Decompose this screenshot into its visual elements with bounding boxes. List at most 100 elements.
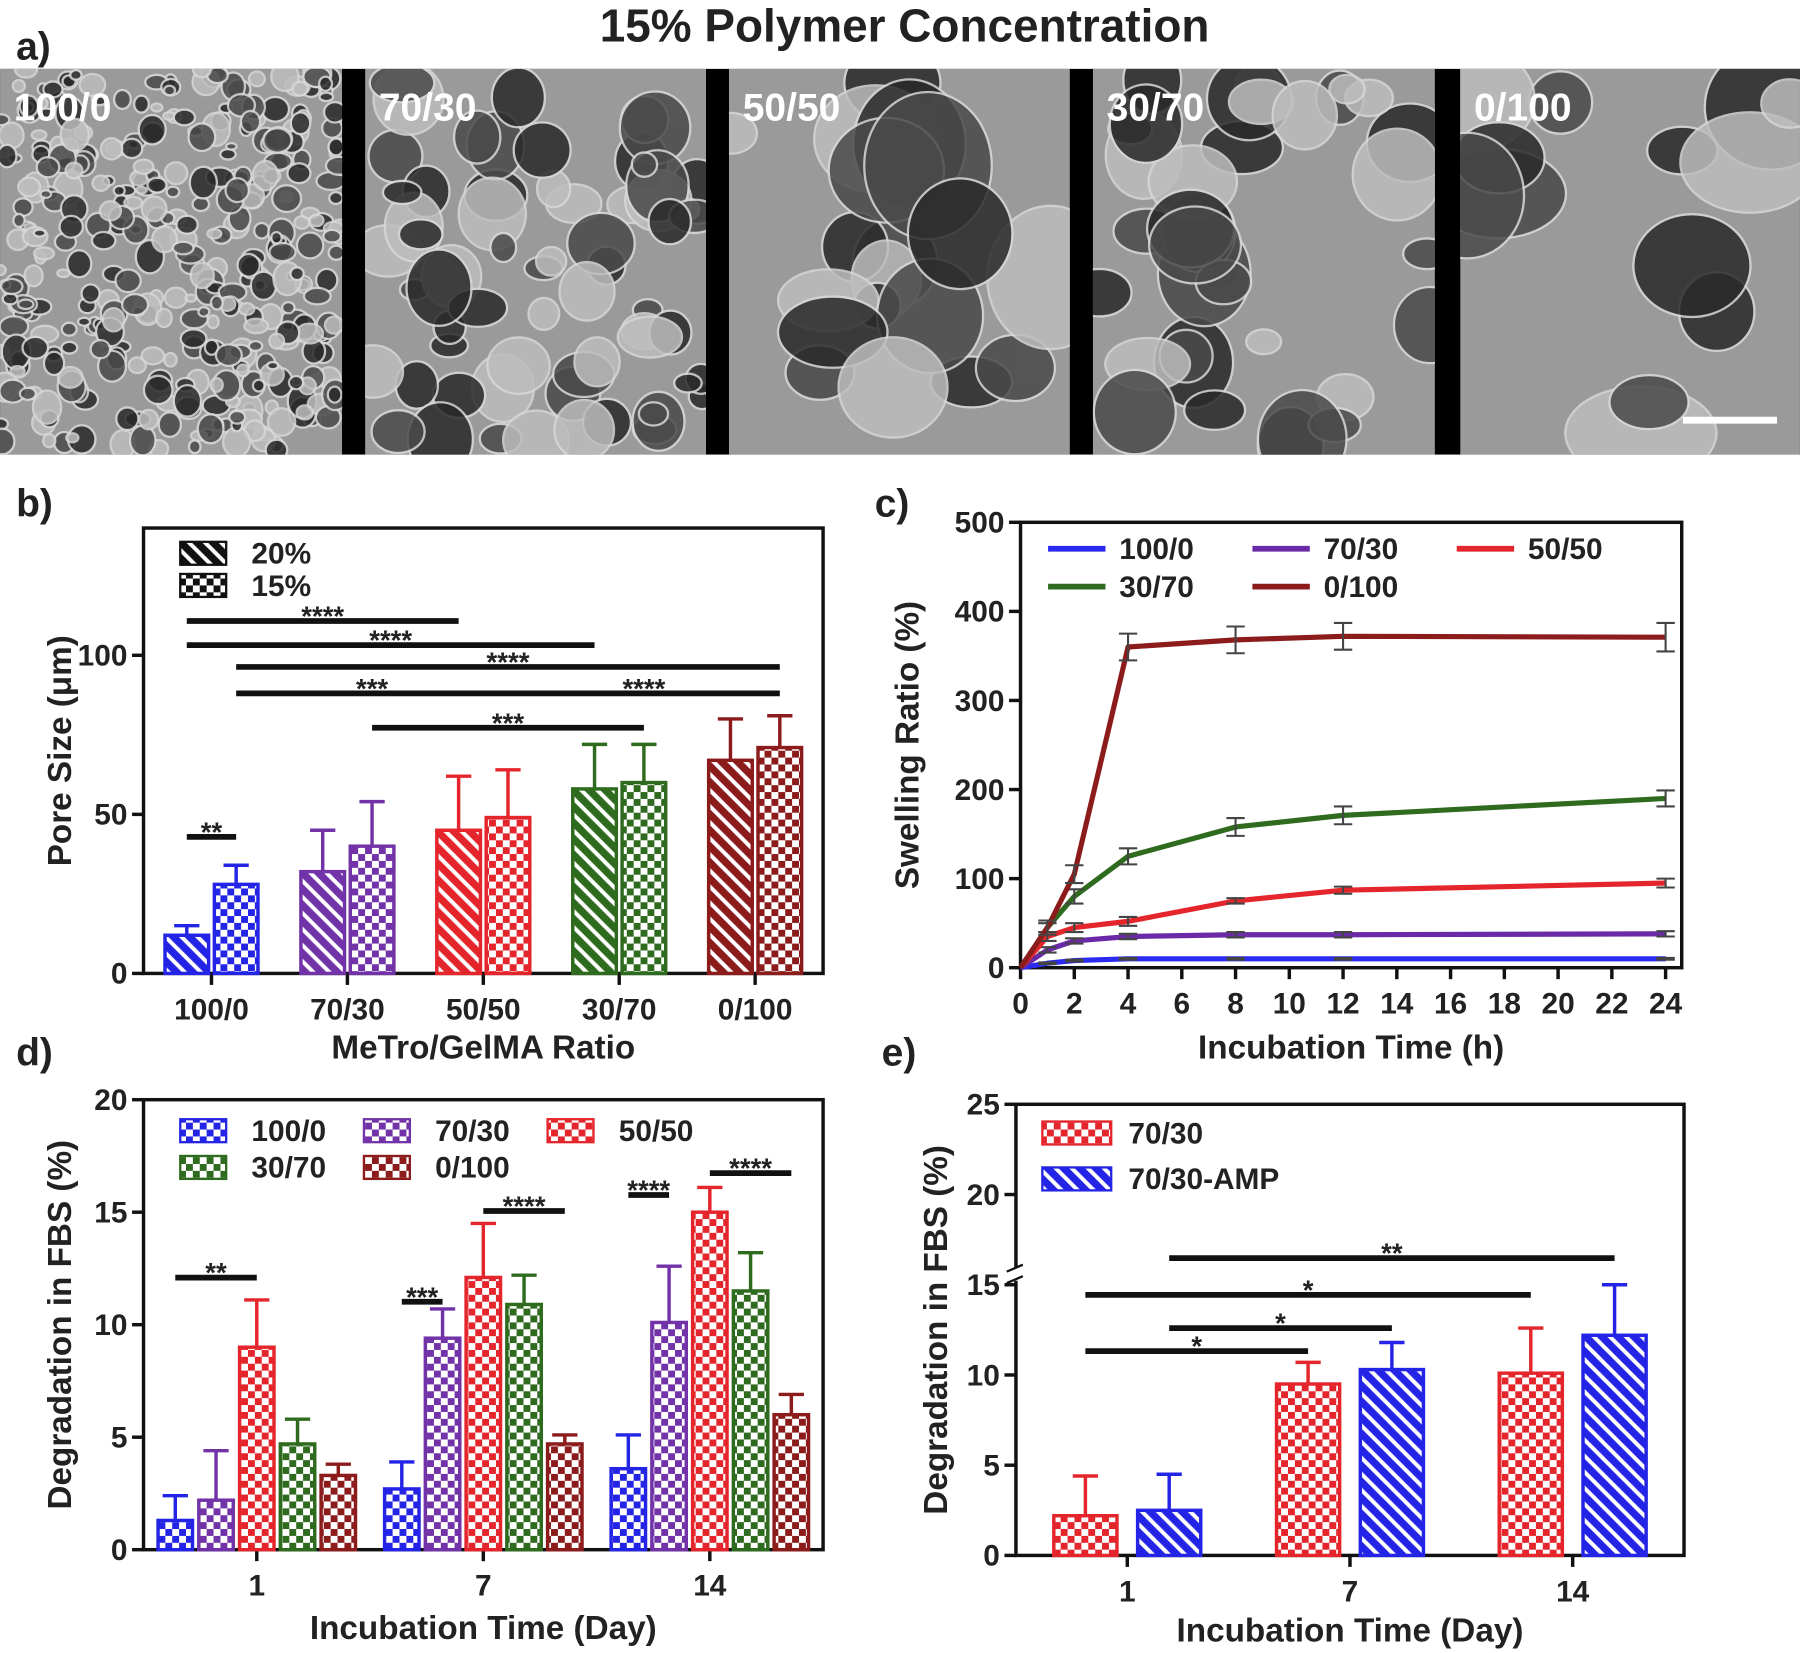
x-tick-label: 100/0 — [174, 993, 249, 1026]
sem-pore — [236, 252, 261, 278]
sem-pore — [132, 158, 155, 175]
error-bar — [1226, 931, 1245, 939]
sem-pore — [251, 378, 266, 393]
sem-pore — [184, 293, 198, 303]
significance-label: *** — [356, 673, 388, 704]
image-label: 100/0 — [14, 87, 112, 130]
sem-pore — [127, 356, 148, 375]
sem-pore — [175, 214, 199, 235]
sem-pore — [33, 246, 56, 261]
error-bar — [1226, 625, 1245, 655]
sem-pore — [616, 315, 684, 359]
series-line — [1019, 931, 1666, 970]
x-tick-label: 24 — [1649, 988, 1683, 1021]
sem-pore — [266, 407, 297, 437]
legend-label: 100/0 — [1119, 533, 1194, 566]
sem-pore — [140, 195, 168, 223]
significance-label: * — [1275, 1308, 1286, 1339]
sem-pore — [308, 213, 325, 228]
y-tick-label: 20 — [967, 1179, 1000, 1212]
y-tick-label: 10 — [967, 1359, 1000, 1392]
panel-label: a) — [16, 26, 51, 69]
axis-break-mark — [1006, 1263, 1024, 1285]
sem-pore — [42, 80, 64, 99]
sem-pore — [18, 386, 38, 402]
sem-image — [365, 68, 707, 455]
sem-pore — [16, 298, 35, 311]
sem-pore — [553, 398, 616, 455]
series-line — [1018, 880, 1666, 970]
sem-pore — [270, 230, 283, 245]
sem-pore — [150, 102, 164, 113]
bar — [731, 1289, 770, 1552]
sem-pore — [196, 413, 225, 445]
sem-pore — [0, 264, 7, 277]
sem-pore — [268, 332, 286, 350]
x-tick-label: 20 — [1541, 988, 1574, 1021]
sem-pore — [1679, 111, 1800, 214]
sem-pore — [512, 121, 572, 179]
y-tick-label: 5 — [111, 1422, 128, 1455]
sem-pore — [101, 306, 126, 333]
sem-pore — [115, 406, 140, 432]
sem-pore — [68, 69, 83, 81]
significance-label: ** — [1381, 1238, 1403, 1269]
sem-pore — [17, 176, 42, 198]
error-bar — [1333, 931, 1353, 939]
bar — [706, 758, 754, 976]
bar — [348, 844, 396, 976]
sem-image — [1092, 68, 1435, 455]
legend-swatch — [1041, 1166, 1113, 1192]
sem-pore — [76, 316, 92, 327]
legend-label: 70/30 — [1128, 1117, 1203, 1150]
sem-pore — [12, 197, 34, 218]
x-tick-label: 18 — [1488, 988, 1521, 1021]
error-bar — [1226, 817, 1245, 837]
error-bar — [1226, 956, 1245, 961]
y-tick-label: 400 — [955, 596, 1005, 629]
sem-pore — [114, 268, 142, 294]
panel-label: b) — [16, 483, 53, 526]
x-tick-label: 22 — [1595, 988, 1628, 1021]
image-label: 70/30 — [379, 87, 477, 130]
significance-label: ** — [201, 816, 223, 847]
sem-pore — [65, 432, 80, 444]
x-tick-label: 10 — [1273, 988, 1306, 1021]
sem-pore — [630, 151, 659, 178]
sem-pore — [270, 68, 300, 93]
sem-pore — [1108, 83, 1184, 164]
sem-pore — [236, 363, 250, 378]
sem-pore — [171, 240, 195, 256]
legend-label: 50/50 — [619, 1115, 694, 1148]
x-axis-label: Incubation Time (h) — [1198, 1029, 1504, 1066]
sem-pore — [322, 100, 343, 124]
sem-pore — [1760, 78, 1800, 129]
sem-pore — [327, 244, 343, 261]
sem-pore — [381, 179, 423, 206]
sem-pore — [673, 372, 703, 394]
sem-pore — [289, 111, 312, 136]
y-tick-label: 0 — [111, 958, 128, 991]
sem-pore — [187, 439, 202, 455]
sem-pore — [11, 78, 27, 94]
image-label: 50/50 — [743, 87, 841, 130]
error-bar — [1333, 885, 1353, 895]
sem-pore — [1402, 237, 1435, 271]
x-axis-label: Incubation Time (Day) — [1177, 1613, 1524, 1650]
sem-pore — [1092, 267, 1133, 318]
significance-label: *** — [406, 1281, 438, 1312]
sem-pore — [0, 277, 24, 296]
error-bar — [1065, 937, 1084, 945]
sem-pore — [266, 360, 280, 371]
legend-swatch — [362, 1154, 411, 1181]
sem-pore — [30, 129, 48, 141]
sem-pore — [295, 404, 315, 421]
significance-label: **** — [301, 601, 344, 632]
significance-label: * — [1303, 1274, 1314, 1305]
sem-pore — [203, 338, 220, 356]
y-tick-label: 0 — [983, 1540, 1000, 1573]
sem-pore — [322, 228, 343, 244]
sem-pore — [268, 241, 297, 263]
sem-pore — [247, 70, 266, 88]
